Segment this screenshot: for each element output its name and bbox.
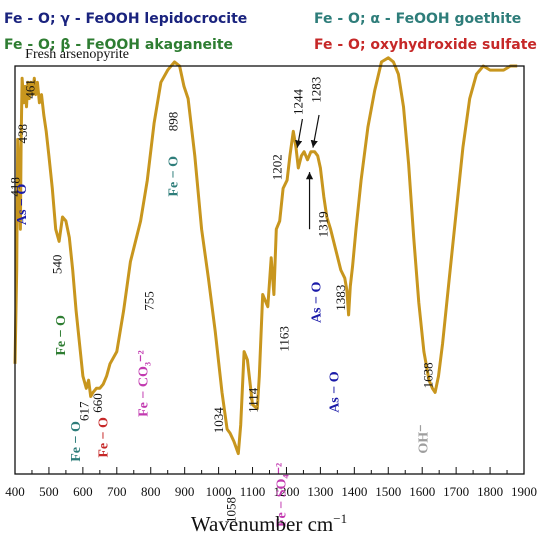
peak-label: 898 <box>166 112 181 132</box>
spectrum-line <box>13 56 518 456</box>
x-tick-label: 1000 <box>206 484 232 499</box>
peak-label: As − O <box>309 282 324 324</box>
peak-label: 1034 <box>211 407 226 434</box>
x-tick-label: 1300 <box>307 484 333 499</box>
legend-goethite: Fe - O; α - FeOOH goethite <box>314 11 522 27</box>
peak-label: 1383 <box>333 285 348 311</box>
peak-label: Fresh arsenopyrite <box>25 47 129 62</box>
legend-oxyhydroxide-sulfate: Fe - O; oxyhydroxide sulfate <box>314 37 537 53</box>
peak-label: Fe − O <box>96 417 111 458</box>
x-tick-label: 400 <box>5 484 25 499</box>
x-tick-label: 600 <box>73 484 93 499</box>
peak-label: 1319 <box>316 211 331 237</box>
x-tick-label: 1800 <box>477 484 503 499</box>
x-tick-label: 700 <box>107 484 127 499</box>
x-tick-label: 1100 <box>240 484 266 499</box>
x-tick-label: 1600 <box>409 484 435 499</box>
peak-label: Fe − O <box>54 315 69 356</box>
peak-arrow <box>310 114 320 148</box>
plot-frame <box>14 65 525 475</box>
x-tick-label: 1900 <box>511 484 537 499</box>
peak-label: 540 <box>49 255 64 275</box>
x-tick-label: 900 <box>175 484 195 499</box>
peak-label: Fe − O <box>69 421 84 462</box>
peak-label: 755 <box>141 291 156 311</box>
x-tick-label: 500 <box>39 484 59 499</box>
x-axis-ticks: 400 500 600 700 800 900 1000 1100 1200 1300 1400 15… <box>5 467 537 499</box>
x-tick-label: 1500 <box>375 484 401 499</box>
x-axis-label-sup: −1 <box>333 511 347 526</box>
series-layer <box>13 56 518 456</box>
peak-label: 461 <box>22 79 37 99</box>
x-tick-label: 800 <box>141 484 161 499</box>
peak-label: OH⁻ <box>416 424 431 453</box>
peak-label: As − O <box>15 184 30 226</box>
peak-label: As − O <box>327 371 342 413</box>
peak-label: 1638 <box>421 362 436 388</box>
peak-label: 438 <box>15 124 30 144</box>
peak-label: 660 <box>90 393 105 413</box>
peak-label: Fe − SO₄⁻² <box>274 463 289 527</box>
x-tick-label: 1200 <box>273 484 299 499</box>
legend-akaganeite: Fe - O; β - FeOOH akaganeite <box>4 37 234 53</box>
x-axis-label: Wavenumber cm−1 <box>191 511 347 536</box>
legend-lepidocrocite: Fe - O; γ - FeOOH lepidocrocite <box>4 11 248 27</box>
peak-label: 1244 <box>291 88 306 115</box>
peak-label: 1163 <box>277 326 292 352</box>
peak-label: 617 <box>76 401 91 421</box>
peak-label: 1058 <box>224 497 239 523</box>
peak-label: 1114 <box>246 387 261 413</box>
peak-label: Fe − O <box>167 156 182 197</box>
peak-arrow <box>295 118 304 148</box>
peak-label: 1283 <box>308 77 323 103</box>
peak-label: 1202 <box>269 154 284 180</box>
x-tick-label: 1400 <box>341 484 367 499</box>
peak-label: Fe − CO₃⁻² <box>136 350 151 417</box>
x-tick-label: 1700 <box>443 484 469 499</box>
